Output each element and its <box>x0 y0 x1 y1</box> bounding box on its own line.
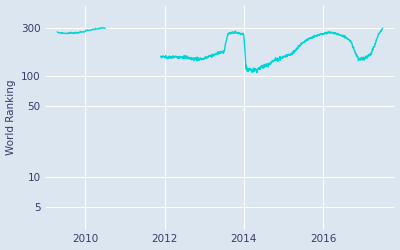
Y-axis label: World Ranking: World Ranking <box>6 80 16 155</box>
